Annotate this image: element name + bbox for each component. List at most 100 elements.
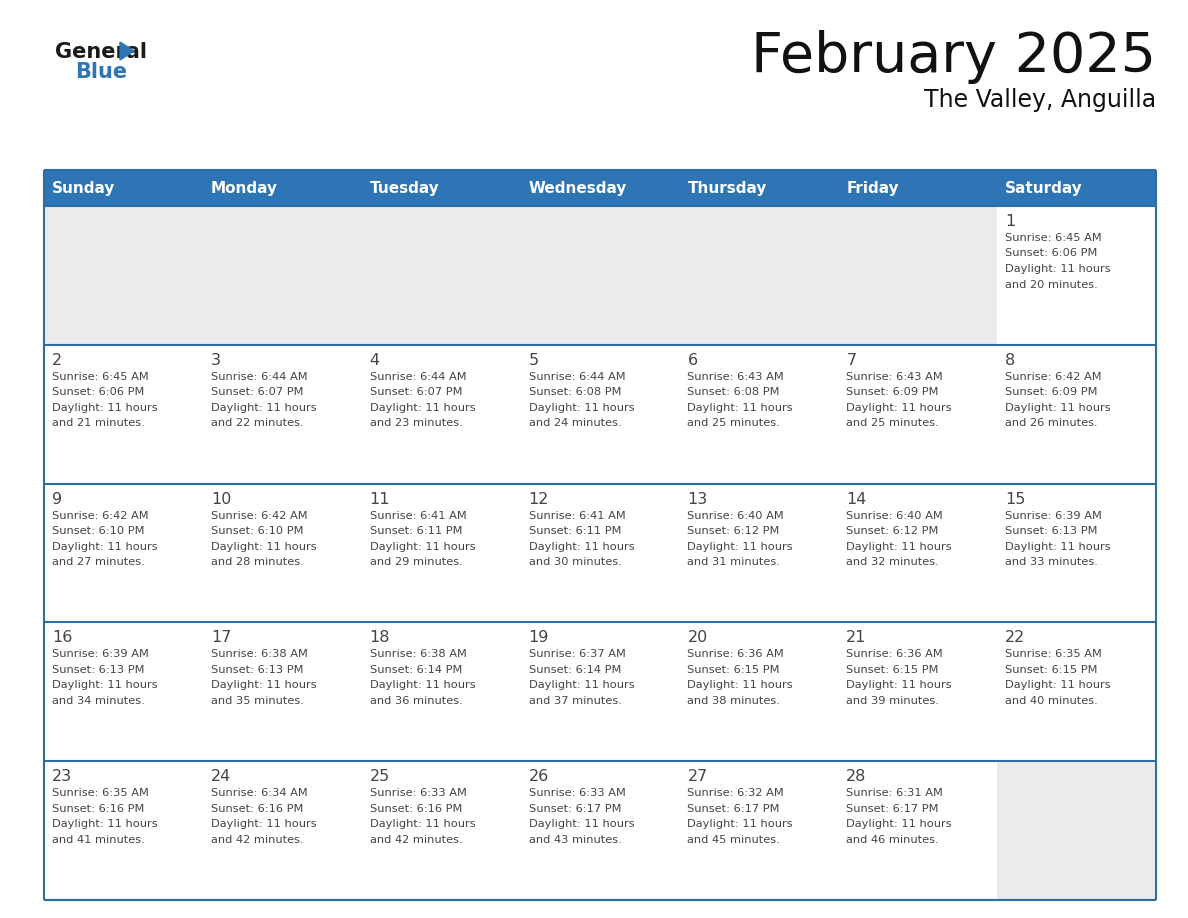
Text: 27: 27: [688, 769, 708, 784]
Text: Sunrise: 6:43 AM: Sunrise: 6:43 AM: [846, 372, 943, 382]
Bar: [361, 622, 520, 761]
Text: Sunrise: 6:36 AM: Sunrise: 6:36 AM: [688, 649, 784, 659]
Text: Daylight: 11 hours: Daylight: 11 hours: [688, 542, 794, 552]
Text: and 31 minutes.: and 31 minutes.: [688, 557, 781, 567]
Text: 12: 12: [529, 492, 549, 507]
Text: and 23 minutes.: and 23 minutes.: [369, 419, 462, 429]
Bar: [680, 345, 839, 484]
Text: Daylight: 11 hours: Daylight: 11 hours: [52, 680, 158, 690]
Text: Sunrise: 6:42 AM: Sunrise: 6:42 AM: [1005, 372, 1101, 382]
Text: Daylight: 11 hours: Daylight: 11 hours: [210, 542, 316, 552]
Text: Sunrise: 6:37 AM: Sunrise: 6:37 AM: [529, 649, 625, 659]
Text: Sunset: 6:10 PM: Sunset: 6:10 PM: [210, 526, 303, 536]
Text: Sunrise: 6:42 AM: Sunrise: 6:42 AM: [210, 510, 308, 521]
Text: 4: 4: [369, 353, 380, 368]
Text: Sunrise: 6:41 AM: Sunrise: 6:41 AM: [369, 510, 467, 521]
Text: Sunrise: 6:44 AM: Sunrise: 6:44 AM: [369, 372, 467, 382]
Bar: [839, 206, 997, 345]
Text: Sunset: 6:09 PM: Sunset: 6:09 PM: [1005, 387, 1098, 397]
Text: 18: 18: [369, 631, 390, 645]
Bar: [839, 484, 997, 622]
Text: and 37 minutes.: and 37 minutes.: [529, 696, 621, 706]
Text: Daylight: 11 hours: Daylight: 11 hours: [1005, 403, 1111, 413]
Text: Sunrise: 6:43 AM: Sunrise: 6:43 AM: [688, 372, 784, 382]
Text: Sunset: 6:08 PM: Sunset: 6:08 PM: [529, 387, 621, 397]
Text: and 27 minutes.: and 27 minutes.: [52, 557, 145, 567]
Text: Daylight: 11 hours: Daylight: 11 hours: [210, 680, 316, 690]
Bar: [520, 206, 680, 345]
Text: and 30 minutes.: and 30 minutes.: [529, 557, 621, 567]
Text: Daylight: 11 hours: Daylight: 11 hours: [529, 680, 634, 690]
Text: Blue: Blue: [75, 62, 127, 82]
Text: Sunset: 6:15 PM: Sunset: 6:15 PM: [846, 665, 939, 675]
Text: Monday: Monday: [210, 181, 278, 196]
Text: Daylight: 11 hours: Daylight: 11 hours: [846, 403, 952, 413]
Text: Thursday: Thursday: [688, 181, 766, 196]
Text: Sunset: 6:17 PM: Sunset: 6:17 PM: [688, 803, 781, 813]
Text: Sunset: 6:06 PM: Sunset: 6:06 PM: [1005, 249, 1098, 259]
Text: Sunrise: 6:36 AM: Sunrise: 6:36 AM: [846, 649, 943, 659]
Text: Sunset: 6:14 PM: Sunset: 6:14 PM: [529, 665, 621, 675]
Text: 9: 9: [52, 492, 62, 507]
Text: Daylight: 11 hours: Daylight: 11 hours: [529, 819, 634, 829]
Text: 19: 19: [529, 631, 549, 645]
Bar: [839, 761, 997, 900]
Text: Sunrise: 6:33 AM: Sunrise: 6:33 AM: [529, 789, 625, 798]
Bar: [361, 761, 520, 900]
Bar: [44, 170, 1156, 206]
Bar: [839, 345, 997, 484]
Bar: [997, 206, 1156, 345]
Text: Daylight: 11 hours: Daylight: 11 hours: [846, 680, 952, 690]
Bar: [44, 345, 203, 484]
Text: Daylight: 11 hours: Daylight: 11 hours: [369, 403, 475, 413]
Text: and 42 minutes.: and 42 minutes.: [369, 834, 462, 845]
Text: Sunrise: 6:44 AM: Sunrise: 6:44 AM: [210, 372, 308, 382]
Text: Sunset: 6:12 PM: Sunset: 6:12 PM: [846, 526, 939, 536]
Text: Sunrise: 6:32 AM: Sunrise: 6:32 AM: [688, 789, 784, 798]
Text: Sunrise: 6:35 AM: Sunrise: 6:35 AM: [1005, 649, 1102, 659]
Text: February 2025: February 2025: [751, 30, 1156, 84]
Text: Sunset: 6:13 PM: Sunset: 6:13 PM: [52, 665, 145, 675]
Text: 24: 24: [210, 769, 232, 784]
Text: 20: 20: [688, 631, 708, 645]
Text: 7: 7: [846, 353, 857, 368]
Text: Sunrise: 6:45 AM: Sunrise: 6:45 AM: [52, 372, 148, 382]
Text: Daylight: 11 hours: Daylight: 11 hours: [369, 819, 475, 829]
Bar: [680, 206, 839, 345]
Text: and 38 minutes.: and 38 minutes.: [688, 696, 781, 706]
Text: Daylight: 11 hours: Daylight: 11 hours: [688, 819, 794, 829]
Text: and 45 minutes.: and 45 minutes.: [688, 834, 781, 845]
Text: and 25 minutes.: and 25 minutes.: [688, 419, 781, 429]
Text: Daylight: 11 hours: Daylight: 11 hours: [52, 819, 158, 829]
Text: and 40 minutes.: and 40 minutes.: [1005, 696, 1098, 706]
Bar: [520, 484, 680, 622]
Text: General: General: [55, 42, 147, 62]
Text: and 28 minutes.: and 28 minutes.: [210, 557, 304, 567]
Text: and 32 minutes.: and 32 minutes.: [846, 557, 939, 567]
Bar: [203, 345, 361, 484]
Bar: [680, 484, 839, 622]
Text: Daylight: 11 hours: Daylight: 11 hours: [529, 403, 634, 413]
Text: and 22 minutes.: and 22 minutes.: [210, 419, 303, 429]
Bar: [44, 761, 203, 900]
Text: Sunrise: 6:45 AM: Sunrise: 6:45 AM: [1005, 233, 1102, 243]
Text: 21: 21: [846, 631, 867, 645]
Text: Daylight: 11 hours: Daylight: 11 hours: [688, 680, 794, 690]
Text: Sunset: 6:15 PM: Sunset: 6:15 PM: [688, 665, 781, 675]
Text: 28: 28: [846, 769, 867, 784]
Text: Tuesday: Tuesday: [369, 181, 440, 196]
Text: 11: 11: [369, 492, 390, 507]
Text: 17: 17: [210, 631, 232, 645]
Text: and 35 minutes.: and 35 minutes.: [210, 696, 304, 706]
Text: Sunset: 6:14 PM: Sunset: 6:14 PM: [369, 665, 462, 675]
Text: and 46 minutes.: and 46 minutes.: [846, 834, 939, 845]
Text: Daylight: 11 hours: Daylight: 11 hours: [688, 403, 794, 413]
Text: Sunset: 6:11 PM: Sunset: 6:11 PM: [529, 526, 621, 536]
Text: 2: 2: [52, 353, 62, 368]
Polygon shape: [120, 42, 134, 60]
Text: Sunday: Sunday: [52, 181, 115, 196]
Text: and 25 minutes.: and 25 minutes.: [846, 419, 939, 429]
Text: Daylight: 11 hours: Daylight: 11 hours: [52, 542, 158, 552]
Text: Sunrise: 6:41 AM: Sunrise: 6:41 AM: [529, 510, 625, 521]
Text: and 24 minutes.: and 24 minutes.: [529, 419, 621, 429]
